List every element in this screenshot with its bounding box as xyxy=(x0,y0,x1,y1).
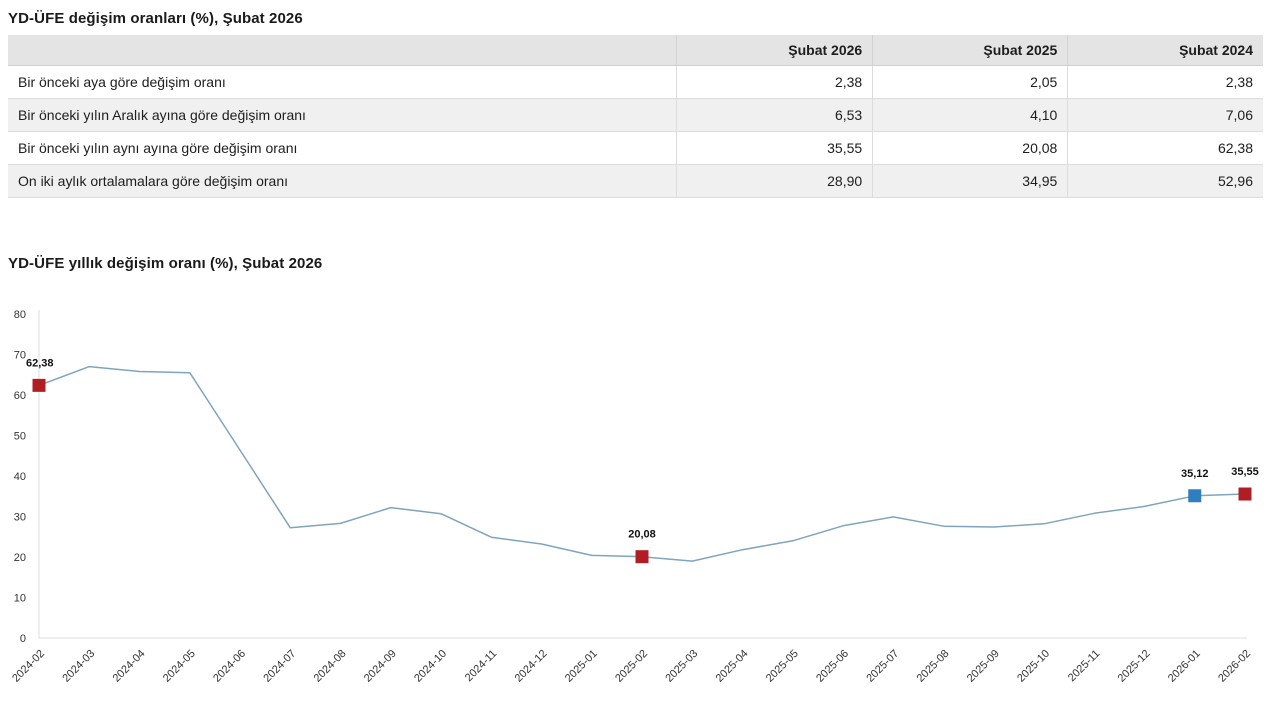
svg-text:2025-02: 2025-02 xyxy=(613,647,650,684)
rates-table: Şubat 2026 Şubat 2025 Şubat 2024 Bir önc… xyxy=(8,35,1263,198)
chart-axes xyxy=(38,309,1247,638)
svg-text:2026-02: 2026-02 xyxy=(1216,647,1253,684)
svg-text:2025-12: 2025-12 xyxy=(1116,647,1153,684)
svg-text:2024-09: 2024-09 xyxy=(362,647,399,684)
svg-text:2026-01: 2026-01 xyxy=(1166,647,1203,684)
svg-text:2025-09: 2025-09 xyxy=(965,647,1002,684)
data-point-label: 20,08 xyxy=(628,528,656,540)
data-point-marker xyxy=(635,549,649,563)
cell-value: 2,38 xyxy=(1067,65,1263,99)
svg-text:50: 50 xyxy=(14,430,26,442)
cell-value: 34,95 xyxy=(872,164,1069,198)
cell-value: 52,96 xyxy=(1067,164,1263,198)
row-label: Bir önceki yılın Aralık ayına göre değiş… xyxy=(8,98,678,132)
cell-value: 4,10 xyxy=(872,98,1069,132)
svg-text:2024-02: 2024-02 xyxy=(10,647,47,684)
svg-text:2024-12: 2024-12 xyxy=(513,647,550,684)
svg-text:2024-07: 2024-07 xyxy=(261,647,298,684)
svg-text:2025-04: 2025-04 xyxy=(714,647,751,684)
data-point-label: 35,55 xyxy=(1231,466,1259,478)
row-label: Bir önceki yılın aynı ayına göre değişim… xyxy=(8,131,678,165)
svg-text:80: 80 xyxy=(14,309,26,321)
table-row-yearly-change: Bir önceki yılın aynı ayına göre değişim… xyxy=(8,131,1263,165)
svg-text:2025-06: 2025-06 xyxy=(814,647,851,684)
svg-text:60: 60 xyxy=(14,390,26,402)
cell-value: 28,90 xyxy=(676,164,874,198)
data-point-marker xyxy=(1188,488,1202,502)
annotation-markers: 62,38 20,08 35,12 35,55 xyxy=(26,357,1259,563)
cell-value: 6,53 xyxy=(676,98,874,132)
svg-text:40: 40 xyxy=(14,471,26,483)
cell-value: 35,55 xyxy=(676,131,874,165)
svg-text:0: 0 xyxy=(20,633,26,645)
cell-value: 2,05 xyxy=(872,65,1069,99)
data-point-label: 62,38 xyxy=(26,357,54,369)
x-axis-labels: 2024-02 2024-03 2024-04 2024-05 2024-06 2024-… xyxy=(10,647,1253,684)
data-point-marker xyxy=(1238,487,1252,501)
chart-title: YD-ÜFE yıllık değişim oranı (%), Şubat 2… xyxy=(8,254,323,272)
svg-text:2025-10: 2025-10 xyxy=(1015,647,1052,684)
svg-text:70: 70 xyxy=(14,349,26,361)
svg-text:2025-08: 2025-08 xyxy=(915,647,952,684)
row-label: On iki aylık ortalamalara göre değişim o… xyxy=(8,164,678,198)
y-axis-labels: 0 10 20 30 40 50 60 70 80 xyxy=(14,309,26,645)
table-row-monthly-change: Bir önceki aya göre değişim oranı 2,38 2… xyxy=(8,65,1263,99)
svg-text:2025-07: 2025-07 xyxy=(864,647,901,684)
svg-text:30: 30 xyxy=(14,511,26,523)
svg-text:2024-05: 2024-05 xyxy=(161,647,198,684)
data-point-label: 35,12 xyxy=(1181,467,1209,479)
table-header-row: Şubat 2026 Şubat 2025 Şubat 2024 xyxy=(8,35,1263,66)
table-title: YD-ÜFE değişim oranları (%), Şubat 2026 xyxy=(8,10,303,27)
svg-text:2024-11: 2024-11 xyxy=(463,647,499,683)
svg-text:2025-03: 2025-03 xyxy=(663,647,700,684)
row-label: Bir önceki aya göre değişim oranı xyxy=(8,65,678,99)
cell-value: 62,38 xyxy=(1067,131,1263,165)
svg-text:2024-04: 2024-04 xyxy=(111,647,148,684)
svg-text:2024-08: 2024-08 xyxy=(312,647,349,684)
column-header-feb2024: Şubat 2024 xyxy=(1067,35,1263,66)
rates-table-container: Şubat 2026 Şubat 2025 Şubat 2024 Bir önc… xyxy=(8,35,1263,198)
cell-value: 20,08 xyxy=(872,131,1069,165)
svg-text:2025-05: 2025-05 xyxy=(764,647,801,684)
svg-text:2024-03: 2024-03 xyxy=(60,647,97,684)
data-point-marker xyxy=(32,378,46,392)
svg-text:2024-10: 2024-10 xyxy=(412,647,449,684)
table-row-twelve-month-average: On iki aylık ortalamalara göre değişim o… xyxy=(8,164,1263,198)
svg-text:20: 20 xyxy=(14,552,26,564)
cell-value: 2,38 xyxy=(676,65,874,99)
column-header-empty xyxy=(8,35,678,66)
svg-text:2025-11: 2025-11 xyxy=(1066,647,1102,683)
svg-text:2024-06: 2024-06 xyxy=(211,647,248,684)
cell-value: 7,06 xyxy=(1067,98,1263,132)
column-header-feb2025: Şubat 2025 xyxy=(872,35,1069,66)
column-header-feb2026: Şubat 2026 xyxy=(676,35,874,66)
table-row-since-december: Bir önceki yılın Aralık ayına göre değiş… xyxy=(8,98,1263,132)
svg-text:2025-01: 2025-01 xyxy=(563,647,600,684)
svg-text:10: 10 xyxy=(14,592,26,604)
